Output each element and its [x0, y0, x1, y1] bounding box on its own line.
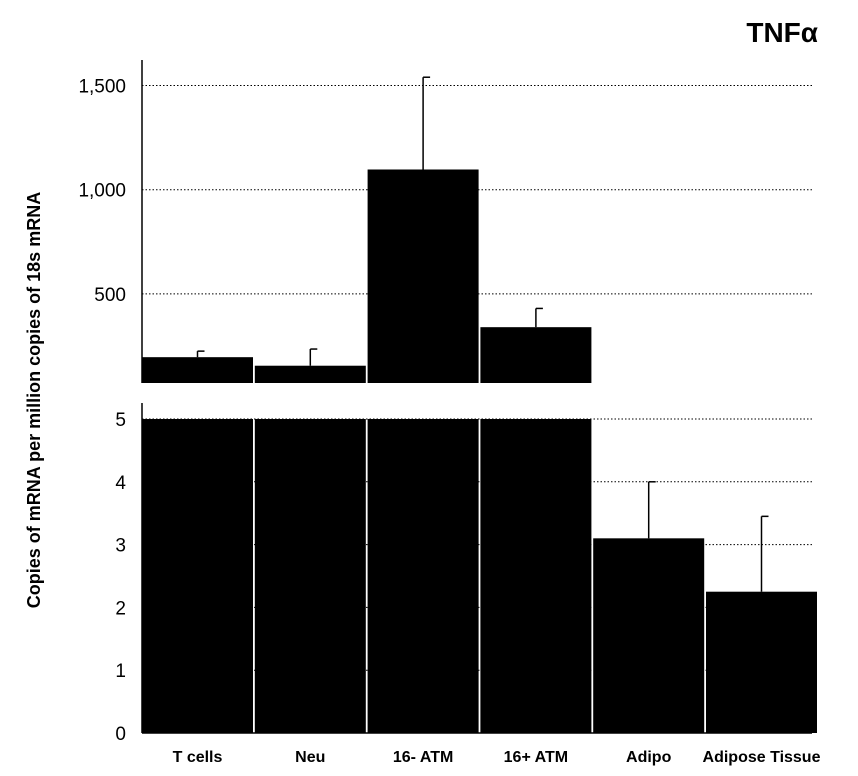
lower-y-tick-label: 3 [115, 536, 126, 557]
lower-bar [142, 419, 253, 733]
y-axis-label: Copies of mRNA per million copies of 18s… [24, 192, 44, 608]
lower-bar [367, 419, 479, 733]
upper-bar [142, 357, 253, 383]
upper-y-tick-label: 1,500 [78, 77, 126, 98]
lower-bar [480, 419, 592, 733]
x-tick-label: Adipose Tissue [703, 749, 821, 766]
lower-y-tick-label: 1 [115, 661, 126, 682]
x-tick-label: 16+ ATM [504, 749, 568, 766]
upper-y-tick-label: 500 [94, 285, 126, 306]
lower-y-tick-label: 5 [115, 410, 126, 431]
upper-y-tick-label: 1,000 [78, 181, 126, 202]
lower-y-tick-label: 0 [115, 724, 126, 745]
upper-bar [254, 365, 366, 383]
lower-y-tick-label: 2 [115, 598, 126, 619]
x-tick-label: Neu [295, 749, 325, 766]
lower-y-tick-label: 4 [115, 473, 126, 494]
upper-panel: 500 1,000 1,500 [78, 60, 812, 383]
x-tick-label: Adipo [626, 749, 672, 766]
upper-bar [480, 327, 592, 383]
chart-title: TNFα [746, 17, 818, 48]
x-axis-categories: T cells Neu 16- ATM 16+ ATM Adipo Adipose Tis… [173, 749, 821, 766]
lower-panel: 0 1 2 3 4 5 [115, 403, 817, 745]
upper-bar [367, 169, 479, 383]
lower-bar [254, 419, 366, 733]
x-tick-label: 16- ATM [393, 749, 453, 766]
lower-bar [593, 538, 705, 733]
x-tick-label: T cells [173, 749, 223, 766]
lower-bar [706, 591, 817, 733]
